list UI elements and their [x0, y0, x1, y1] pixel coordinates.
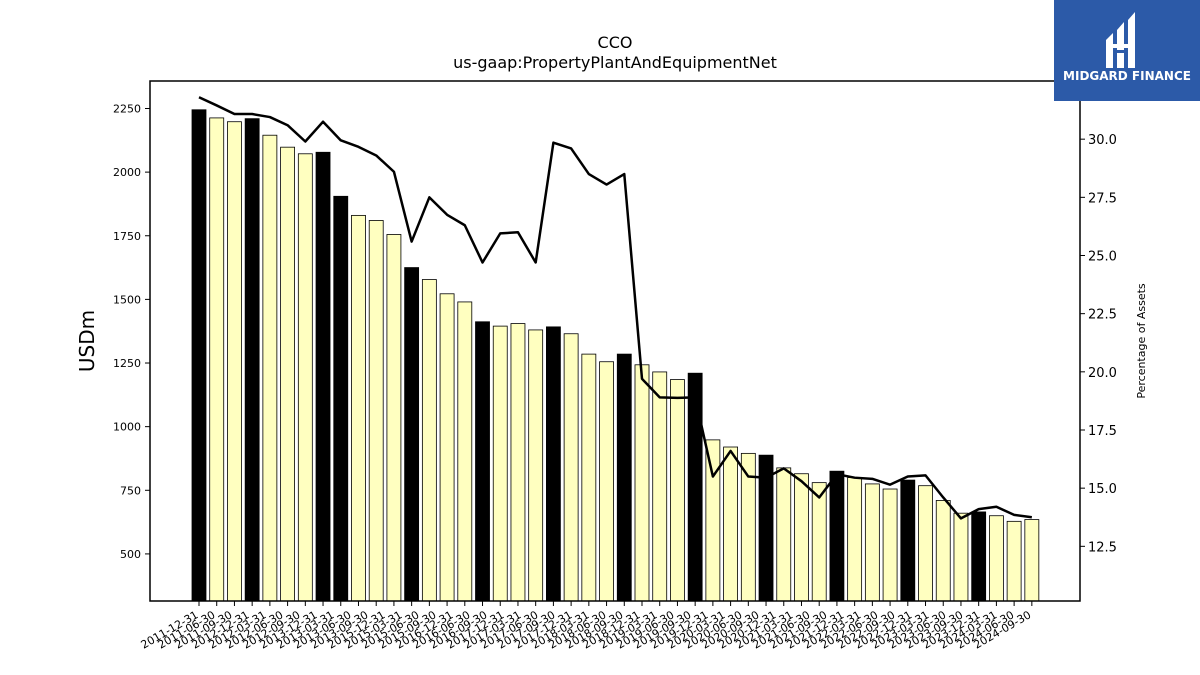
y2-tick-label: 20.0	[1088, 366, 1117, 381]
bar	[634, 364, 650, 602]
bar	[315, 151, 331, 602]
y2-tick-label: 27.5	[1088, 191, 1117, 206]
y-tick-label: 2250	[113, 102, 141, 115]
y2-tick-label: 17.5	[1088, 424, 1117, 439]
y-tick-label: 1250	[113, 357, 141, 370]
line-layer	[198, 96, 1033, 520]
bar	[191, 109, 207, 602]
chart-subtitle: us-gaap:PropertyPlantAndEquipmentNet	[453, 53, 777, 72]
logo-text: MIDGARD FINANCE	[1063, 69, 1191, 83]
bar	[918, 485, 933, 602]
bar	[599, 361, 614, 602]
bar	[280, 146, 296, 602]
bar	[475, 321, 490, 602]
y2-tick-label: 25.0	[1088, 249, 1117, 264]
y-axis-right: 12.5 15.0 17.5 20.0 22.5 25.0 27.5 30.0	[1080, 133, 1117, 555]
bar	[546, 326, 561, 602]
bar	[1024, 519, 1040, 602]
bar	[528, 329, 544, 602]
bar	[581, 353, 597, 602]
bar	[333, 195, 349, 602]
y-tick-label: 500	[120, 548, 141, 561]
bar	[297, 153, 313, 602]
bar	[563, 333, 579, 602]
logo-mark-icon	[1106, 12, 1135, 68]
bar	[616, 353, 632, 602]
bar	[457, 301, 473, 602]
series-line	[198, 96, 1033, 520]
bar	[989, 515, 1004, 602]
bar	[262, 134, 278, 602]
bar	[811, 482, 827, 602]
y-tick-label: 1500	[113, 293, 141, 306]
y-tick-label: 2000	[113, 166, 141, 179]
y-tick-label: 750	[120, 484, 141, 497]
plot-frame	[149, 80, 1081, 602]
bar	[510, 323, 526, 602]
bar	[864, 483, 880, 602]
logo-background	[1054, 0, 1200, 101]
bar	[900, 479, 916, 602]
bar	[723, 446, 738, 602]
y-axis-label: USDm	[75, 310, 99, 372]
bar	[492, 325, 508, 602]
bar	[971, 511, 987, 602]
y2-axis-label: Percentage of Assets	[1135, 283, 1148, 399]
bar	[244, 118, 260, 602]
chart-title: CCO	[598, 33, 633, 52]
y-axis-left: 500 750 1000 1250 1500 1750 2000 2250	[113, 102, 150, 561]
y2-tick-label: 15.0	[1088, 482, 1117, 497]
bar	[776, 467, 792, 602]
y2-tick-label: 22.5	[1088, 308, 1117, 323]
bar	[705, 439, 721, 602]
bar	[882, 488, 898, 602]
bar	[847, 477, 863, 602]
bar	[829, 470, 845, 602]
bar	[687, 372, 703, 602]
bar	[953, 512, 969, 602]
bar	[670, 379, 685, 602]
bar	[209, 117, 225, 602]
bar	[227, 121, 242, 602]
bar	[439, 293, 455, 602]
bar	[1006, 520, 1022, 602]
midgard-finance-logo: MIDGARD FINANCE	[1054, 0, 1200, 101]
bar	[421, 279, 437, 602]
y2-tick-label: 30.0	[1088, 133, 1117, 148]
x-axis: 2011-12-312011-06-302011-09-302012-12-31…	[139, 601, 1033, 652]
bar	[368, 220, 384, 602]
bar	[351, 214, 366, 602]
bar	[935, 500, 951, 602]
bar	[386, 234, 402, 602]
bars-layer	[191, 109, 1040, 602]
y2-tick-label: 12.5	[1088, 540, 1117, 555]
y-tick-label: 1750	[113, 230, 141, 243]
bar	[404, 267, 420, 602]
bar	[794, 473, 809, 602]
bar	[652, 371, 668, 602]
y-tick-label: 1000	[113, 421, 141, 434]
